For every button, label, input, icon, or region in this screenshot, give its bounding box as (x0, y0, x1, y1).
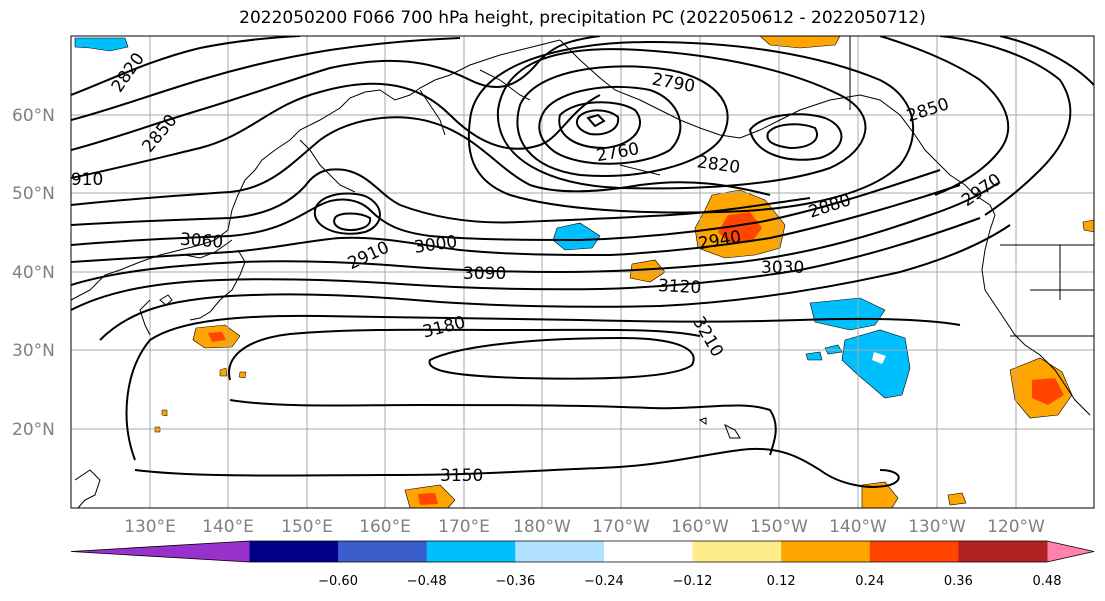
colorbar-tick-label: −0.24 (584, 574, 624, 589)
lon-label: 140°E (202, 517, 254, 537)
lon-label: 160°E (359, 517, 411, 537)
colorbar-segment (781, 541, 871, 562)
contour-label: 2910 (60, 170, 103, 190)
longitude-labels: 130°E 140°E 150°E 160°E 170°E 180°W 170°… (124, 517, 1045, 537)
colorbar-tick-label: −0.60 (318, 574, 358, 589)
colorbar-extension-high (1047, 541, 1094, 562)
lon-label: 130°W (908, 517, 966, 537)
colorbar-segment (515, 541, 605, 562)
lon-label: 180°W (513, 517, 571, 537)
colorbar-segment (426, 541, 516, 562)
contour-label: 3150 (440, 466, 483, 486)
colorbar-segment (603, 541, 694, 562)
colorbar-tick-label: −0.12 (673, 574, 713, 589)
colorbar-tick-label: 0.12 (767, 574, 796, 589)
map-title: 2022050200 F066 700 hPa height, precipit… (239, 8, 926, 28)
colorbar-tick-label: −0.48 (407, 574, 447, 589)
colorbar-tick-label: 0.48 (1033, 574, 1062, 589)
lon-label: 170°W (592, 517, 650, 537)
colorbar-segment (869, 541, 959, 562)
latitude-labels: 60°N 50°N 40°N 30°N 20°N (12, 106, 55, 440)
coastlines (71, 36, 1094, 508)
contour-label: 3090 (463, 264, 506, 284)
lon-label: 130°E (124, 517, 176, 537)
colorbar-tick-label: 0.24 (855, 574, 884, 589)
colorbar-tick-label: 0.36 (944, 574, 973, 589)
colorbar-outline (70, 540, 1095, 563)
lon-label: 140°W (829, 517, 887, 537)
lat-label-60n: 60°N (12, 106, 55, 126)
colorbar-tick-label: −0.36 (495, 574, 535, 589)
colorbar-extension-low (71, 541, 250, 562)
colorbar-segment (249, 541, 339, 562)
lon-label: 170°E (438, 517, 490, 537)
contour-label: 3030 (761, 258, 804, 278)
lon-label: 160°W (671, 517, 729, 537)
colorbar-segment (692, 541, 782, 562)
colorbar: −0.60 −0.48 −0.36 −0.24 −0.12 0.12 0.24 0.36 0.4… (70, 540, 1095, 589)
colorbar-segment (338, 541, 428, 562)
contour-label: 3120 (657, 276, 701, 298)
lat-label-40n: 40°N (12, 263, 55, 283)
lon-label: 150°E (281, 517, 333, 537)
lon-label: 150°W (750, 517, 808, 537)
precipitation-shading (74, 36, 1094, 508)
colorbar-segment (958, 541, 1048, 562)
lat-label-30n: 30°N (12, 341, 55, 361)
lat-label-20n: 20°N (12, 420, 55, 440)
lat-label-50n: 50°N (12, 184, 55, 204)
map-frame (70, 35, 1095, 509)
height-contours (71, 36, 1094, 488)
lon-label: 120°W (987, 517, 1045, 537)
contour-label: 3060 (179, 230, 224, 253)
